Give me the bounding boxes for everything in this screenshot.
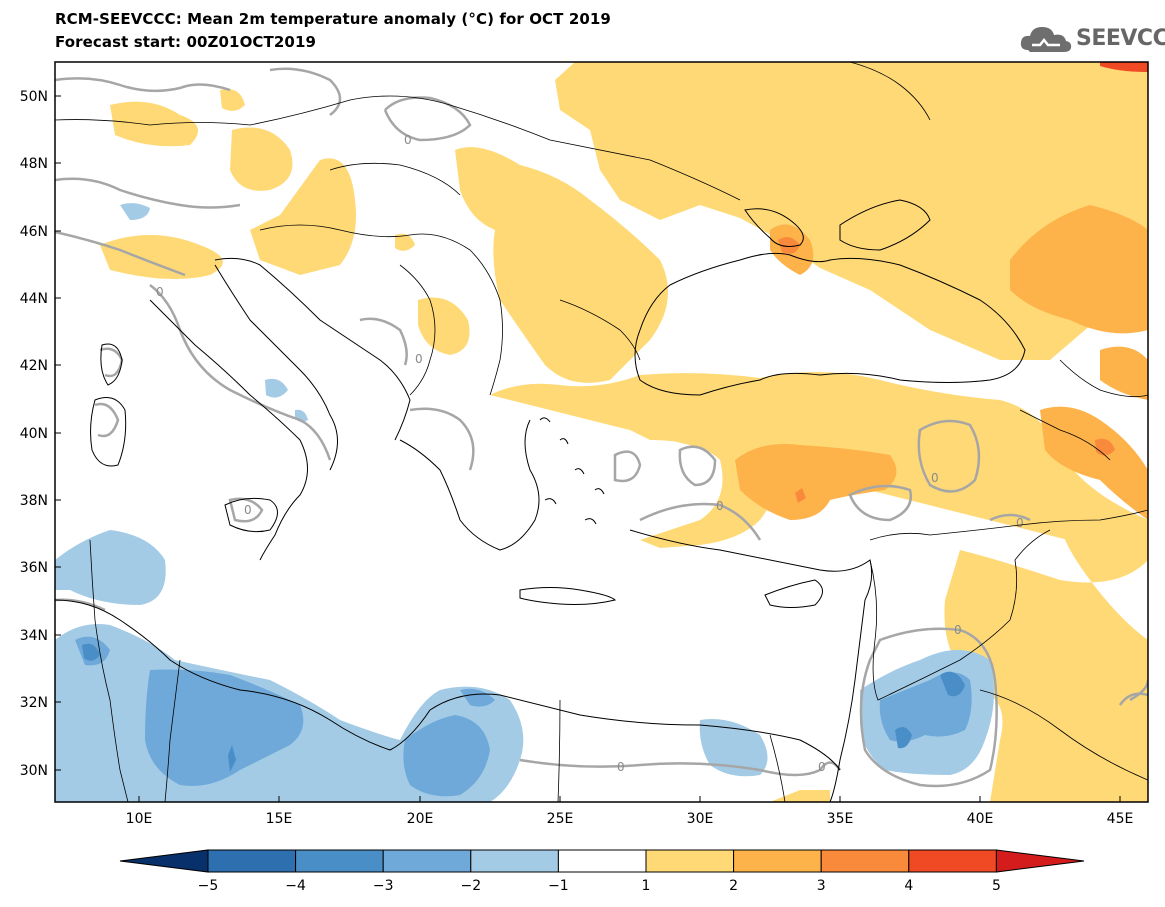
zero-contours bbox=[55, 67, 1148, 788]
turkey-south-coast bbox=[629, 529, 873, 601]
colorbar-bin bbox=[295, 849, 384, 873]
contour-label: 0 bbox=[404, 133, 412, 147]
sicily-coast bbox=[224, 497, 278, 533]
contour-label: 0 bbox=[617, 760, 625, 774]
lon-label: 25E bbox=[547, 811, 574, 827]
aegean-islands bbox=[539, 417, 605, 525]
lon-label: 40E bbox=[967, 811, 994, 827]
lon-label: 20E bbox=[407, 811, 434, 827]
contour-label: 0 bbox=[244, 503, 252, 517]
warm-anomaly-peak bbox=[1100, 62, 1148, 72]
lat-axis: 50N 48N 46N 44N 42N 40N 38N 36N 34N 32N … bbox=[20, 89, 61, 779]
contour-label: 0 bbox=[818, 760, 826, 774]
coastlines bbox=[55, 199, 1026, 802]
forecast-start-label: Forecast start: 00Z01OCT2019 bbox=[55, 33, 317, 51]
cool-anomaly-strongest bbox=[82, 643, 965, 772]
logo-text: SEEVCCC bbox=[1076, 26, 1165, 51]
lat-label: 36N bbox=[20, 560, 48, 576]
north-africa-coast bbox=[55, 599, 841, 771]
map-area: 0 0 0 0 0 0 0 0 0 0 bbox=[55, 62, 1148, 802]
lat-label: 48N bbox=[20, 156, 48, 172]
lat-label: 46N bbox=[20, 224, 48, 240]
lat-label: 44N bbox=[20, 291, 48, 307]
colorbar-labels: −5 −4 −3 −2 −1 1 2 3 4 5 bbox=[198, 878, 1001, 894]
lat-label: 38N bbox=[20, 493, 48, 509]
colorbar bbox=[119, 849, 1085, 873]
colorbar-bin bbox=[557, 849, 647, 873]
greece-coast bbox=[399, 419, 540, 551]
lon-label: 10E bbox=[126, 811, 153, 827]
cool-anomaly-strong bbox=[75, 636, 972, 797]
country-borders bbox=[55, 62, 1148, 802]
colorbar-label: −3 bbox=[373, 878, 394, 894]
warm-anomaly-fields bbox=[100, 62, 1148, 802]
seevccc-logo: SEEVCCC bbox=[1018, 22, 1165, 58]
lat-label: 34N bbox=[20, 628, 48, 644]
lon-label: 35E bbox=[827, 811, 854, 827]
adriatic-coast bbox=[214, 257, 411, 441]
colorbar-bin bbox=[733, 849, 822, 873]
crimea-coast bbox=[744, 208, 804, 247]
italy-coast bbox=[149, 299, 308, 561]
colorbar-bin bbox=[470, 849, 559, 873]
black-sea-coast bbox=[634, 252, 1026, 396]
colorbar-bin bbox=[645, 849, 735, 873]
colorbar-label: 3 bbox=[817, 878, 826, 894]
contour-label: 0 bbox=[954, 623, 962, 637]
azov-coast bbox=[839, 199, 931, 251]
colorbar-label: 4 bbox=[904, 878, 913, 894]
crete-coast bbox=[519, 587, 616, 605]
lat-label: 42N bbox=[20, 358, 48, 374]
cloud-icon bbox=[1020, 27, 1072, 52]
colorbar-bin bbox=[207, 849, 297, 873]
colorbar-label: 1 bbox=[642, 878, 651, 894]
corsica-coast bbox=[100, 343, 123, 386]
map-title: RCM-SEEVCCC: Mean 2m temperature anomaly… bbox=[55, 10, 611, 28]
lon-axis: 10E 15E 20E 25E 30E 35E 40E 45E bbox=[126, 796, 1134, 827]
contour-label: 0 bbox=[931, 471, 939, 485]
colorbar-bin bbox=[382, 849, 472, 873]
colorbar-max-arrow bbox=[995, 849, 1085, 873]
cool-anomaly-fields bbox=[55, 203, 994, 802]
lat-label: 32N bbox=[20, 695, 48, 711]
colorbar-bin bbox=[820, 849, 910, 873]
colorbar-label: 5 bbox=[992, 878, 1001, 894]
colorbar-label: 2 bbox=[729, 878, 738, 894]
contour-label: 0 bbox=[1016, 516, 1024, 530]
cyprus-coast bbox=[764, 579, 823, 608]
map-frame bbox=[54, 61, 1149, 803]
colorbar-label: −1 bbox=[548, 878, 569, 894]
colorbar-label: −5 bbox=[198, 878, 219, 894]
lon-label: 45E bbox=[1107, 811, 1134, 827]
lat-label: 40N bbox=[20, 426, 48, 442]
warm-anomaly-strongest bbox=[778, 236, 1115, 503]
italy-east-coast bbox=[214, 264, 338, 471]
lon-label: 15E bbox=[266, 811, 293, 827]
colorbar-label: −2 bbox=[460, 878, 481, 894]
levant-coast bbox=[829, 599, 866, 802]
contour-label: 0 bbox=[716, 499, 724, 513]
colorbar-label: −4 bbox=[285, 878, 306, 894]
sardinia-coast bbox=[90, 397, 127, 467]
lat-label: 50N bbox=[20, 89, 48, 105]
contour-labels: 0 0 0 0 0 0 0 0 0 0 bbox=[156, 133, 1024, 774]
colorbar-bin bbox=[908, 849, 997, 873]
lat-label: 30N bbox=[20, 763, 48, 779]
warm-anomaly-strong bbox=[735, 205, 1148, 520]
contour-label: 0 bbox=[415, 352, 423, 366]
contour-label: 0 bbox=[156, 285, 164, 299]
lon-label: 30E bbox=[687, 811, 714, 827]
colorbar-min-arrow bbox=[119, 849, 209, 873]
